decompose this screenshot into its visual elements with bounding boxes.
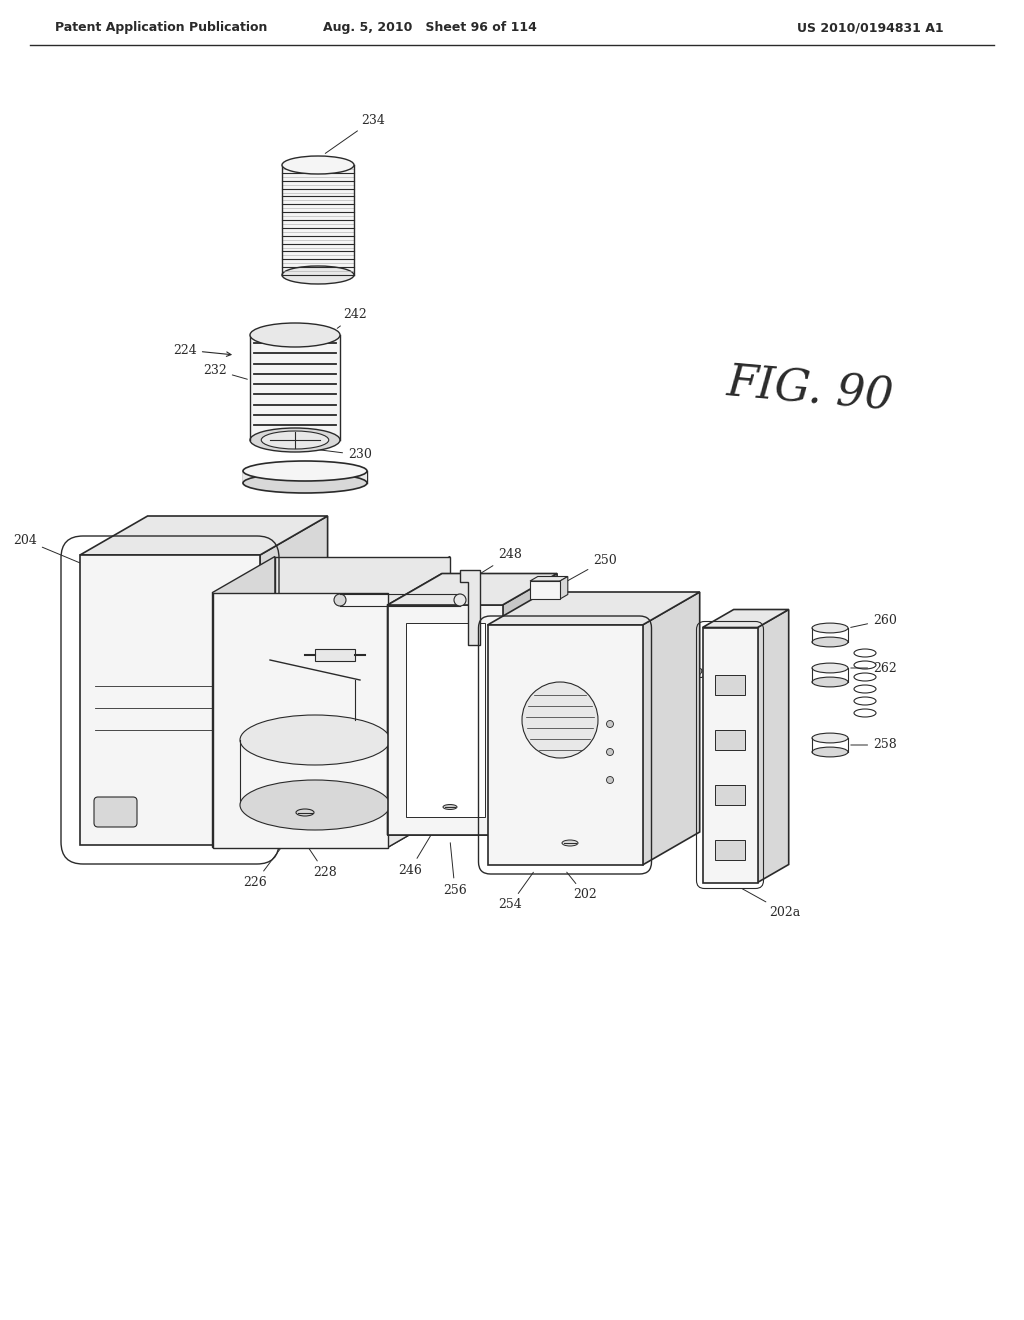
Text: 236: 236 xyxy=(323,558,353,591)
Text: Aug. 5, 2010   Sheet 96 of 114: Aug. 5, 2010 Sheet 96 of 114 xyxy=(323,21,537,34)
Ellipse shape xyxy=(334,594,346,606)
Polygon shape xyxy=(487,624,642,865)
Bar xyxy=(315,649,355,661)
Text: 204: 204 xyxy=(13,533,83,564)
Ellipse shape xyxy=(443,804,457,809)
Text: US 2010/0194831 A1: US 2010/0194831 A1 xyxy=(797,21,943,34)
Polygon shape xyxy=(213,812,450,847)
Polygon shape xyxy=(274,557,450,812)
Ellipse shape xyxy=(243,473,367,492)
Polygon shape xyxy=(387,573,442,836)
Text: 234: 234 xyxy=(326,114,385,153)
FancyBboxPatch shape xyxy=(94,797,137,828)
Polygon shape xyxy=(560,577,567,599)
Polygon shape xyxy=(250,335,340,440)
Polygon shape xyxy=(243,471,367,483)
Text: 260: 260 xyxy=(851,614,897,627)
Ellipse shape xyxy=(606,721,613,727)
Polygon shape xyxy=(702,627,758,883)
Text: 262: 262 xyxy=(851,661,897,675)
Polygon shape xyxy=(80,554,260,845)
Text: 228: 228 xyxy=(306,845,337,879)
Polygon shape xyxy=(487,591,699,624)
Text: 258: 258 xyxy=(851,738,897,751)
Ellipse shape xyxy=(812,677,848,686)
Text: 244: 244 xyxy=(343,634,367,649)
Polygon shape xyxy=(387,804,557,836)
Ellipse shape xyxy=(243,461,367,480)
Ellipse shape xyxy=(261,432,329,449)
Polygon shape xyxy=(503,573,557,836)
Text: Patent Application Publication: Patent Application Publication xyxy=(55,21,267,34)
Ellipse shape xyxy=(282,156,354,174)
Text: 232: 232 xyxy=(203,363,248,379)
Polygon shape xyxy=(260,516,328,845)
Polygon shape xyxy=(530,581,560,599)
Polygon shape xyxy=(213,557,274,847)
Ellipse shape xyxy=(606,748,613,755)
Polygon shape xyxy=(387,573,557,605)
Polygon shape xyxy=(282,165,354,275)
Polygon shape xyxy=(387,557,450,847)
Text: 224: 224 xyxy=(173,343,231,356)
Text: 230: 230 xyxy=(308,449,372,462)
Text: 210: 210 xyxy=(577,727,607,767)
Text: 246: 246 xyxy=(398,822,438,876)
Polygon shape xyxy=(406,623,484,817)
Polygon shape xyxy=(758,610,788,883)
Ellipse shape xyxy=(812,733,848,743)
Ellipse shape xyxy=(522,682,598,758)
Ellipse shape xyxy=(296,809,314,816)
Polygon shape xyxy=(642,591,699,865)
Text: 242: 242 xyxy=(337,309,367,329)
Text: 250: 250 xyxy=(562,553,616,583)
Text: FIG. 90: FIG. 90 xyxy=(725,362,895,418)
Text: 226: 226 xyxy=(243,845,284,888)
Polygon shape xyxy=(387,605,503,836)
Text: 202: 202 xyxy=(566,873,597,902)
Polygon shape xyxy=(460,570,480,645)
Bar xyxy=(715,840,745,861)
Text: 238: 238 xyxy=(228,653,283,678)
Text: 256: 256 xyxy=(443,842,467,896)
Ellipse shape xyxy=(562,840,578,846)
Ellipse shape xyxy=(606,776,613,784)
Bar xyxy=(715,730,745,750)
Polygon shape xyxy=(213,593,387,847)
Ellipse shape xyxy=(240,780,390,830)
Ellipse shape xyxy=(812,747,848,756)
Text: 202a: 202a xyxy=(742,888,801,919)
Bar xyxy=(715,785,745,805)
Ellipse shape xyxy=(250,428,340,451)
Text: 248: 248 xyxy=(480,549,522,573)
Ellipse shape xyxy=(812,638,848,647)
Bar xyxy=(715,675,745,696)
Ellipse shape xyxy=(812,623,848,632)
Text: 240: 240 xyxy=(367,607,402,642)
Ellipse shape xyxy=(250,323,340,347)
Polygon shape xyxy=(530,577,567,581)
Ellipse shape xyxy=(812,663,848,673)
Polygon shape xyxy=(702,610,788,627)
Ellipse shape xyxy=(240,715,390,766)
Text: 254: 254 xyxy=(498,873,534,912)
Polygon shape xyxy=(80,516,328,554)
Ellipse shape xyxy=(282,267,354,284)
Text: 252: 252 xyxy=(660,668,719,689)
Ellipse shape xyxy=(454,594,466,606)
